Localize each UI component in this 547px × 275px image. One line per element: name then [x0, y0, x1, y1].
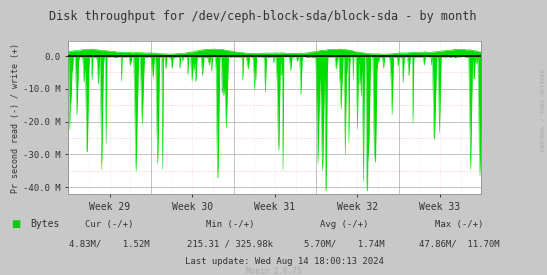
Y-axis label: Pr second read (-) / write (+): Pr second read (-) / write (+)	[11, 43, 20, 192]
Text: 5.70M/    1.74M: 5.70M/ 1.74M	[304, 239, 385, 248]
Text: 215.31 / 325.98k: 215.31 / 325.98k	[187, 239, 273, 248]
Text: Avg (-/+): Avg (-/+)	[321, 220, 369, 229]
Text: Max (-/+): Max (-/+)	[435, 220, 484, 229]
Text: 47.86M/  11.70M: 47.86M/ 11.70M	[419, 239, 500, 248]
Text: Bytes: Bytes	[30, 219, 60, 229]
Text: Disk throughput for /dev/ceph-block-sda/block-sda - by month: Disk throughput for /dev/ceph-block-sda/…	[49, 10, 476, 23]
Text: ■: ■	[11, 219, 20, 229]
Text: 4.83M/    1.52M: 4.83M/ 1.52M	[69, 239, 150, 248]
Text: RRDTOOL / TOBI OETIKER: RRDTOOL / TOBI OETIKER	[540, 69, 546, 151]
Text: Min (-/+): Min (-/+)	[206, 220, 254, 229]
Text: Munin 2.0.75: Munin 2.0.75	[246, 267, 301, 275]
Text: Last update: Wed Aug 14 18:00:13 2024: Last update: Wed Aug 14 18:00:13 2024	[185, 257, 384, 266]
Text: Cur (-/+): Cur (-/+)	[85, 220, 133, 229]
